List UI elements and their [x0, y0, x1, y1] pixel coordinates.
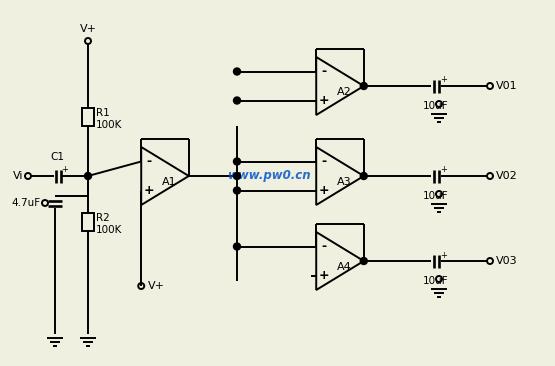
Text: V01: V01: [496, 81, 518, 91]
Bar: [82, 213, 94, 231]
Text: www.pw0.cn: www.pw0.cn: [228, 169, 312, 183]
Circle shape: [234, 97, 240, 104]
Text: -: -: [322, 240, 327, 253]
Circle shape: [234, 243, 240, 250]
Text: +: +: [441, 165, 447, 175]
Text: A1: A1: [162, 177, 176, 187]
Text: +: +: [144, 184, 154, 197]
Text: 10uF: 10uF: [423, 191, 449, 201]
Text: R2: R2: [96, 213, 110, 223]
Text: +: +: [62, 165, 68, 175]
Text: +: +: [441, 250, 447, 259]
Text: R1: R1: [96, 108, 110, 118]
Text: Vi: Vi: [13, 171, 23, 181]
Circle shape: [360, 258, 367, 265]
Circle shape: [234, 172, 240, 179]
Text: V+: V+: [79, 24, 97, 34]
Text: 100K: 100K: [96, 225, 122, 235]
Text: -: -: [322, 65, 327, 78]
Text: V02: V02: [496, 171, 518, 181]
Text: A3: A3: [337, 177, 351, 187]
Circle shape: [84, 172, 92, 179]
Text: 4.7uF: 4.7uF: [12, 198, 41, 208]
Text: V03: V03: [496, 256, 518, 266]
Text: 100K: 100K: [96, 120, 122, 130]
Circle shape: [234, 158, 240, 165]
Text: -: -: [322, 155, 327, 168]
Text: 10uF: 10uF: [423, 101, 449, 111]
Circle shape: [360, 82, 367, 90]
Text: A4: A4: [337, 262, 351, 272]
Bar: [82, 108, 94, 126]
Text: -: -: [147, 155, 152, 168]
Text: +: +: [319, 269, 330, 282]
Circle shape: [234, 187, 240, 194]
Text: V+: V+: [148, 281, 165, 291]
Text: +: +: [319, 184, 330, 197]
Text: 10uF: 10uF: [423, 276, 449, 286]
Text: +: +: [319, 94, 330, 107]
Text: +: +: [441, 75, 447, 85]
Circle shape: [360, 172, 367, 179]
Text: A2: A2: [337, 87, 351, 97]
Text: C1: C1: [50, 152, 64, 162]
Circle shape: [234, 68, 240, 75]
